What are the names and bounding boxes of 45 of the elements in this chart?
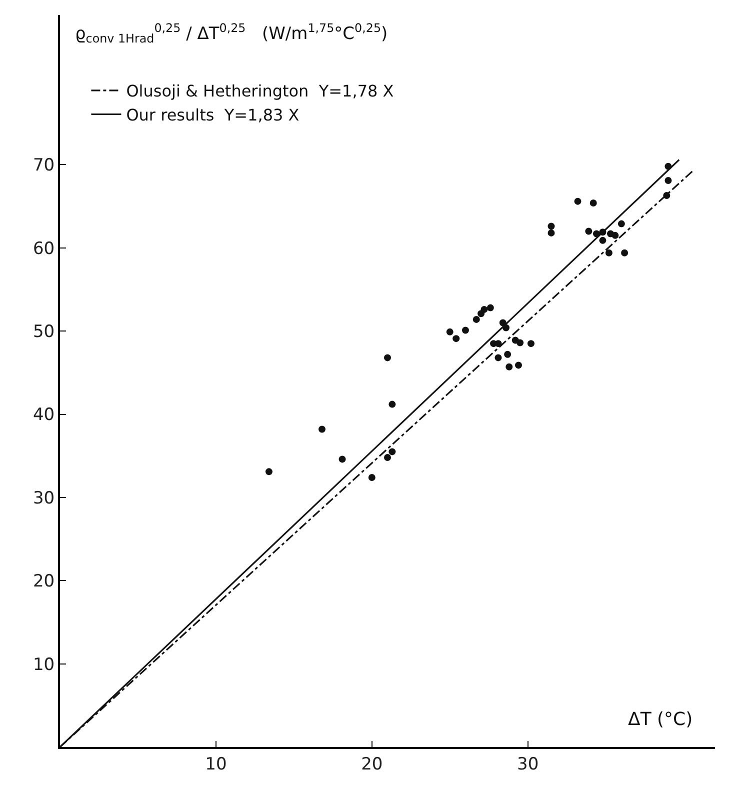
point (452, 335, 460, 342)
point (462, 326, 469, 334)
point (446, 328, 454, 336)
x-tick-label: 20 (361, 754, 383, 774)
point (548, 222, 555, 230)
point (516, 339, 524, 346)
point (318, 426, 326, 433)
y-tick-label: 40 (32, 405, 55, 426)
point (486, 304, 494, 312)
point (504, 350, 512, 358)
point (574, 198, 582, 205)
y-tick-label: 70 (32, 156, 55, 176)
y-tick-label: 50 (32, 322, 55, 342)
point (599, 236, 606, 244)
x-tick-label: 10 (205, 754, 227, 774)
point (585, 228, 592, 235)
point (384, 454, 391, 462)
y-tick-label: 20 (32, 572, 55, 592)
y-tick-label: 60 (32, 238, 55, 259)
point (612, 232, 619, 239)
point (605, 249, 612, 256)
point (480, 306, 488, 313)
legend-label: Olusoji & Hetherington Y=1,78 X (126, 82, 394, 101)
point (265, 468, 272, 476)
point (388, 400, 396, 408)
x-tick-label: 30 (517, 754, 539, 774)
y-tick-label: 10 (32, 654, 55, 675)
point (368, 474, 376, 481)
text: ϱ$_{conv 1Hrad}$$^{0,25}$ / ΔT$^{0,25}$ (W/m$^{1,75}$°C$^{0,25}$) (75, 21, 388, 46)
point (472, 316, 480, 323)
point (384, 354, 391, 362)
point (621, 249, 628, 256)
point (527, 340, 534, 348)
point (618, 220, 625, 228)
y-tick-label: 30 (32, 488, 55, 508)
x-axis-title: ΔT (°C) (628, 709, 693, 730)
point (506, 363, 513, 370)
legend-label: Our results Y=1,83 X (126, 106, 300, 124)
point (515, 362, 522, 369)
point (388, 448, 396, 456)
point (494, 354, 502, 362)
point (548, 229, 555, 236)
point (338, 456, 346, 463)
point (590, 199, 597, 206)
point (664, 177, 672, 184)
